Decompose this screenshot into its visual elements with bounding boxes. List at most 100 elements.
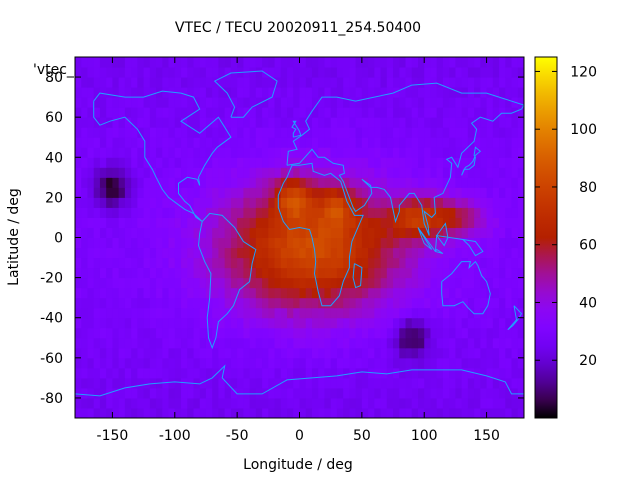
heatmap-cell — [411, 197, 419, 208]
heatmap-cell — [218, 267, 226, 279]
heatmap-cell — [181, 297, 188, 309]
heatmap-cell — [374, 247, 382, 259]
heatmap-cell — [143, 187, 151, 198]
heatmap-cell — [205, 407, 213, 419]
heatmap-cell — [380, 157, 388, 168]
heatmap-cell — [106, 107, 113, 118]
heatmap-cell — [181, 237, 188, 249]
heatmap-cell — [149, 117, 157, 128]
heatmap-cell — [99, 347, 107, 359]
heatmap-cell — [330, 347, 338, 359]
heatmap-cell — [218, 207, 226, 218]
heatmap-cell — [305, 217, 313, 228]
heatmap-cell — [181, 187, 188, 198]
heatmap-cell — [455, 97, 463, 108]
heatmap-cell — [305, 177, 313, 188]
heatmap-cell — [318, 177, 325, 188]
heatmap-cell — [417, 367, 425, 379]
colorbar-tick-label: 20 — [579, 353, 597, 369]
heatmap-cell — [361, 137, 369, 148]
heatmap-cell — [517, 67, 525, 78]
heatmap-cell — [355, 107, 363, 118]
heatmap-cell — [336, 217, 344, 228]
heatmap-cell — [480, 377, 488, 389]
heatmap-cell — [424, 387, 431, 399]
heatmap-cell — [411, 257, 419, 269]
heatmap-cell — [311, 177, 319, 188]
heatmap-cell — [81, 377, 88, 389]
heatmap-cell — [174, 237, 182, 249]
heatmap-cell — [243, 87, 251, 98]
heatmap-cell — [411, 87, 419, 98]
heatmap-cell — [162, 227, 170, 238]
heatmap-cell — [243, 247, 251, 259]
heatmap-cell — [143, 247, 151, 259]
heatmap-cell — [255, 367, 263, 379]
heatmap-cell — [318, 237, 325, 249]
heatmap-cell — [137, 277, 145, 289]
heatmap-cell — [118, 167, 126, 178]
heatmap-cell — [87, 127, 95, 138]
heatmap-cell — [262, 157, 269, 168]
heatmap-cell — [287, 107, 294, 118]
heatmap-cell — [511, 67, 519, 78]
heatmap-cell — [480, 367, 488, 379]
heatmap-cell — [249, 227, 257, 238]
heatmap-cell — [318, 387, 325, 399]
heatmap-cell — [137, 77, 145, 88]
heatmap-cell — [355, 237, 363, 249]
heatmap-cell — [474, 217, 481, 228]
heatmap-cell — [243, 147, 251, 158]
heatmap-cell — [305, 117, 313, 128]
heatmap-cell — [131, 337, 138, 349]
heatmap-cell — [393, 347, 400, 359]
heatmap-cell — [293, 117, 300, 128]
heatmap-cell — [449, 317, 456, 329]
heatmap-cell — [262, 207, 269, 218]
heatmap-cell — [380, 267, 388, 279]
heatmap-cell — [112, 187, 120, 198]
heatmap-cell — [361, 307, 369, 319]
heatmap-cell — [112, 357, 120, 369]
heatmap-cell — [343, 217, 350, 228]
heatmap-cell — [168, 357, 176, 369]
heatmap-cell — [361, 317, 369, 329]
heatmap-cell — [461, 177, 469, 188]
heatmap-cell — [249, 397, 257, 409]
heatmap-cell — [417, 387, 425, 399]
heatmap-cell — [318, 317, 325, 329]
heatmap-cell — [405, 207, 413, 218]
heatmap-cell — [181, 347, 188, 359]
heatmap-cell — [131, 87, 138, 98]
heatmap-cell — [293, 387, 300, 399]
heatmap-cell — [330, 267, 338, 279]
heatmap-cell — [224, 207, 232, 218]
heatmap-cell — [480, 287, 488, 299]
heatmap-cell — [330, 297, 338, 309]
x-tick-label: 150 — [473, 428, 500, 444]
heatmap-cell — [205, 87, 213, 98]
heatmap-cell — [393, 387, 400, 399]
heatmap-cell — [405, 307, 413, 319]
heatmap-cell — [455, 77, 463, 88]
heatmap-cell — [318, 357, 325, 369]
heatmap-cell — [399, 197, 407, 208]
heatmap-cell — [343, 297, 350, 309]
heatmap-cell — [405, 147, 413, 158]
heatmap-cell — [486, 337, 494, 349]
heatmap-cell — [299, 207, 307, 218]
heatmap-cell — [118, 257, 126, 269]
heatmap-cell — [343, 257, 350, 269]
heatmap-cell — [118, 207, 126, 218]
heatmap-cell — [399, 207, 407, 218]
heatmap-cell — [474, 77, 481, 88]
heatmap-cell — [299, 67, 307, 78]
heatmap-cell — [205, 67, 213, 78]
heatmap-cell — [505, 357, 513, 369]
heatmap-cell — [81, 317, 88, 329]
heatmap-cell — [467, 337, 475, 349]
heatmap-cell — [230, 217, 238, 228]
heatmap-cell — [386, 157, 394, 168]
heatmap-cell — [149, 307, 157, 319]
heatmap-cell — [486, 157, 494, 168]
